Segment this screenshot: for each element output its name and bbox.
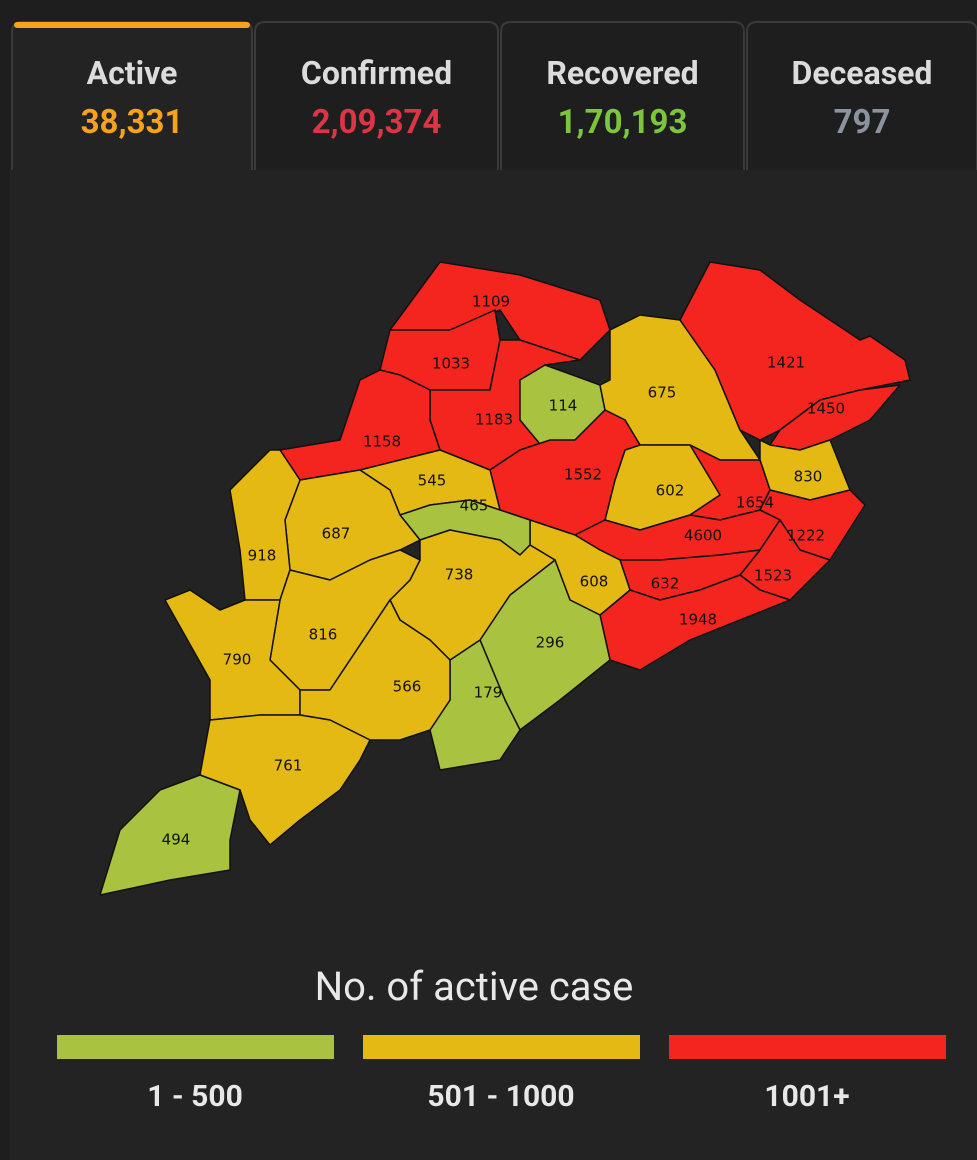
district-label: 4600: [684, 527, 722, 545]
district-label: 545: [418, 472, 447, 490]
map: 1109 1033 1183 114 1158 675 1421 1450 830 602 1552…: [99, 261, 911, 896]
district-label: 918: [248, 547, 277, 565]
tab-value: 1,70,193: [558, 103, 688, 142]
tab-shape[interactable]: [11, 21, 253, 170]
district-label: 1421: [767, 354, 805, 372]
district-label: 1654: [736, 494, 774, 512]
tab-label: Confirmed: [301, 54, 452, 92]
district: [599, 574, 791, 671]
tab-shape[interactable]: [746, 21, 977, 170]
district-label: 1109: [472, 293, 510, 311]
tab-value: 797: [834, 103, 891, 142]
district-label: 816: [309, 626, 338, 644]
district-label: 738: [445, 566, 474, 584]
district-label: 675: [648, 384, 677, 402]
district-label: 1033: [432, 355, 470, 373]
district-label: 761: [274, 757, 303, 775]
tab[interactable]: Active 38,331: [11, 21, 253, 170]
legend: No. of active case 1 - 500 501 - 1000 1001+: [57, 963, 946, 1114]
tab-value: 2,09,374: [312, 103, 442, 142]
legend-label: 1001+: [764, 1079, 849, 1114]
district: [99, 774, 241, 896]
district-label: 465: [460, 497, 489, 515]
district: [164, 589, 301, 721]
legend-label: 501 - 1000: [427, 1079, 574, 1114]
tab[interactable]: Confirmed 2,09,374: [254, 21, 499, 170]
tab-value: 38,331: [81, 103, 184, 142]
district: [679, 261, 911, 441]
legend-title: No. of active case: [315, 963, 634, 1010]
district-label: 632: [651, 575, 680, 593]
district-label: 602: [656, 482, 685, 500]
tab-shape[interactable]: [500, 21, 745, 170]
district-label: 1552: [564, 466, 602, 484]
district-label: 1222: [787, 527, 825, 545]
district-label: 1948: [679, 611, 717, 629]
legend-swatch: [57, 1035, 334, 1059]
tab-shape[interactable]: [254, 21, 499, 170]
district-label: 1450: [807, 400, 845, 418]
district-label: 830: [794, 468, 823, 486]
district-label: 296: [536, 634, 565, 652]
tab-label: Recovered: [546, 54, 698, 92]
district-label: 1183: [475, 411, 513, 429]
district-label: 114: [549, 397, 578, 415]
active-indicator: [14, 22, 250, 28]
tab[interactable]: Deceased 797: [746, 21, 977, 170]
tab-label: Active: [87, 54, 178, 92]
district-label: 494: [162, 831, 191, 849]
district-label: 790: [223, 651, 252, 669]
legend-swatch: [363, 1035, 640, 1059]
tab-label: Deceased: [792, 54, 933, 92]
tab[interactable]: Recovered 1,70,193: [500, 21, 745, 170]
legend-label: 1 - 500: [147, 1079, 243, 1114]
district-label: 1523: [754, 567, 792, 585]
district-label: 608: [580, 573, 609, 591]
district-label: 687: [322, 525, 351, 543]
district-label: 179: [474, 684, 503, 702]
district-label: 566: [393, 678, 422, 696]
legend-swatch: [669, 1035, 946, 1059]
district-label: 1158: [363, 433, 401, 451]
tab-bar: Active 38,331 Confirmed 2,09,374 Recovered 1,…: [11, 21, 977, 170]
